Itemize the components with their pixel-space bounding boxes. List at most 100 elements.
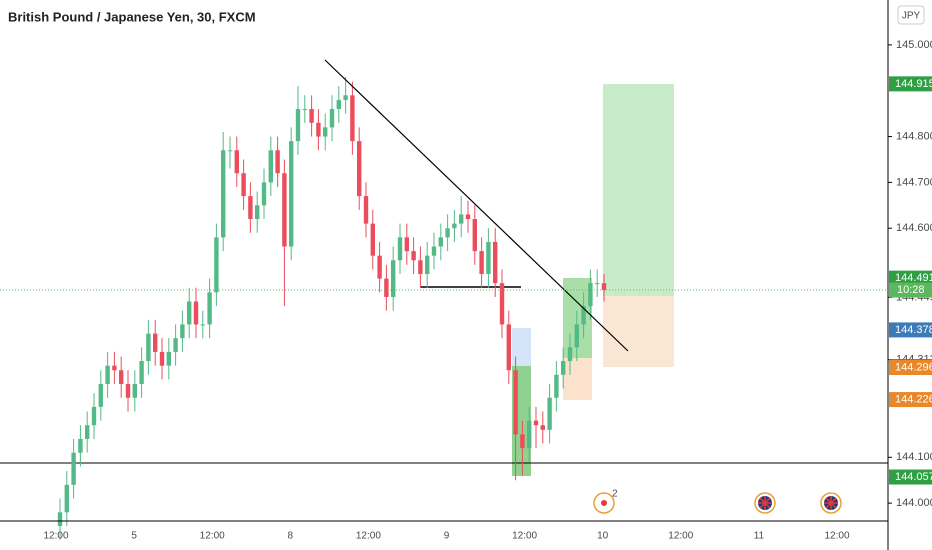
candle-body xyxy=(554,374,559,398)
x-tick-label: 11 xyxy=(754,531,765,542)
candle-body xyxy=(173,338,178,352)
candle-body xyxy=(452,223,457,229)
candle-body xyxy=(567,347,573,362)
flag-cross xyxy=(758,496,772,510)
event-icon[interactable] xyxy=(754,492,776,514)
candle-body xyxy=(268,150,273,183)
price-tag-label: 144.491 xyxy=(895,272,932,284)
candle-body xyxy=(397,237,403,261)
candle-body xyxy=(595,283,600,285)
trend-line xyxy=(324,59,629,352)
x-tick-label: 5 xyxy=(131,531,137,542)
candle-body xyxy=(329,109,335,128)
event-icon[interactable] xyxy=(820,492,842,514)
candle-body xyxy=(486,241,491,275)
candle-body xyxy=(493,241,498,284)
candle-body xyxy=(465,214,471,220)
price-tag-label: 144.226 xyxy=(895,393,932,405)
stop-zone xyxy=(603,296,674,367)
x-tick-label: 12:00 xyxy=(668,531,693,542)
candle-body xyxy=(418,260,423,275)
chart-title: British Pound / Japanese Yen, 30, FXCM xyxy=(8,9,256,24)
candle-body xyxy=(384,278,389,297)
candle-body xyxy=(316,122,321,137)
candle-body xyxy=(520,434,525,449)
candle-body xyxy=(350,95,355,142)
candle-body xyxy=(513,370,518,435)
candle-body xyxy=(91,406,97,426)
candle-body xyxy=(221,150,226,238)
event-count: 2 xyxy=(612,489,618,500)
candle-body xyxy=(119,370,124,384)
y-tick-label: 144.100 xyxy=(896,451,932,463)
candle-body xyxy=(125,383,131,398)
price-tag-label: 144.296 xyxy=(895,361,932,373)
y-tick-label: 145.000 xyxy=(896,39,932,51)
candle-body xyxy=(527,420,532,449)
candle-body xyxy=(336,99,341,110)
candle-body xyxy=(323,127,328,137)
countdown-tag xyxy=(889,282,932,298)
candle-body xyxy=(248,196,253,220)
candle-body xyxy=(132,383,137,398)
candle-body xyxy=(309,109,314,123)
candle-body xyxy=(207,292,212,325)
countdown-label: 10:28 xyxy=(897,284,925,296)
candle-body xyxy=(275,150,280,174)
y-tick-label: 144.700 xyxy=(896,176,932,188)
candle-body xyxy=(588,283,593,307)
candle-body xyxy=(472,219,477,252)
candle-body xyxy=(227,150,233,152)
x-tick-label: 8 xyxy=(288,531,294,542)
candle-body xyxy=(64,484,69,513)
currency-button[interactable] xyxy=(897,5,925,25)
candle-body xyxy=(295,109,301,142)
candle-body xyxy=(479,251,484,275)
candle-body xyxy=(561,361,566,375)
candle-body xyxy=(187,301,192,325)
x-tick-label: 10 xyxy=(597,531,609,542)
x-tick-label: 12:00 xyxy=(200,531,225,542)
candle-body xyxy=(445,228,450,238)
candle-body xyxy=(57,512,63,527)
candle-body xyxy=(547,397,552,430)
candle-body xyxy=(200,324,205,326)
candle-body xyxy=(146,333,151,362)
candle-body xyxy=(377,255,382,279)
flag-cross xyxy=(824,496,838,510)
candle-body xyxy=(71,452,76,485)
candle-body xyxy=(98,383,103,407)
zone xyxy=(563,358,592,400)
price-tag-label: 144.057 xyxy=(895,471,932,483)
candle-body xyxy=(193,301,199,325)
price-tag xyxy=(889,322,932,338)
y-tick-label: 144.600 xyxy=(896,222,932,234)
x-tick-label: 12:00 xyxy=(43,531,68,542)
candle-body xyxy=(431,246,437,256)
y-tick-label: 144.000 xyxy=(896,497,932,509)
candle-body xyxy=(112,365,117,371)
candle-body xyxy=(78,438,83,453)
candle-body xyxy=(282,173,287,247)
price-tag xyxy=(889,270,932,286)
candle-body xyxy=(438,237,443,247)
candle-body xyxy=(153,333,158,352)
price-tag xyxy=(889,359,932,375)
price-tag xyxy=(889,76,932,92)
candle-body xyxy=(214,237,219,293)
price-tag xyxy=(889,392,932,408)
candle-body xyxy=(411,251,416,261)
event-dot xyxy=(601,500,607,506)
candle-body xyxy=(499,283,505,325)
candle-body xyxy=(533,420,539,426)
x-tick-label: 9 xyxy=(444,531,450,542)
y-tick-label: 144.800 xyxy=(896,130,932,142)
candle-body xyxy=(404,237,409,252)
currency-label: JPY xyxy=(902,11,921,22)
candle-body xyxy=(540,425,545,430)
candle-body xyxy=(159,351,165,366)
candle-body xyxy=(357,141,362,197)
candle-body xyxy=(166,351,171,366)
